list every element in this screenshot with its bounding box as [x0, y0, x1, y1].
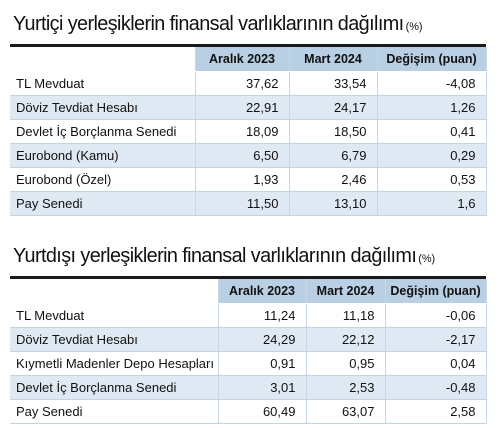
table-row: Devlet İç Borçlanma Senedi 18,09 18,50 0…: [10, 119, 487, 144]
section-title-unit: (%): [405, 21, 423, 33]
cell-value: -0,06: [385, 303, 487, 328]
table-row: TL Mevduat 11,24 11,18 -0,06: [10, 303, 487, 328]
cell-value: 18,09: [195, 119, 290, 144]
row-label: Eurobond (Özel): [10, 167, 196, 192]
cell-value: 63,07: [306, 399, 386, 424]
row-label: Devlet İç Borçlanma Senedi: [10, 119, 196, 144]
cell-value: 6,79: [289, 143, 378, 168]
header-cell: Mart 2024: [306, 279, 386, 304]
cell-value: -2,17: [385, 327, 487, 352]
cell-value: 1,93: [195, 167, 290, 192]
foreign-assets-section: Yurtdışı yerleşiklerin finansal varlıkla…: [10, 242, 487, 424]
header-cell: [10, 47, 196, 72]
row-label: TL Mevduat: [10, 71, 196, 96]
table-header-row: Aralık 2023 Mart 2024 Değişim (puan): [10, 47, 487, 72]
foreign-assets-table: Aralık 2023 Mart 2024 Değişim (puan) TL …: [10, 279, 487, 424]
cell-value: -0,48: [385, 375, 487, 400]
section-title: Yurtiçi yerleşiklerin finansal varlıklar…: [10, 10, 482, 38]
cell-value: 1,6: [377, 191, 487, 216]
cell-value: 13,10: [289, 191, 378, 216]
section-title-text: Yurtiçi yerleşiklerin finansal varlıklar…: [12, 13, 404, 35]
row-label: Pay Senedi: [10, 191, 196, 216]
cell-value: 0,53: [377, 167, 487, 192]
cell-value: 33,54: [289, 71, 378, 96]
cell-value: 24,29: [218, 327, 307, 352]
cell-value: 2,46: [289, 167, 378, 192]
cell-value: 0,04: [385, 351, 487, 376]
row-label: Döviz Tevdiat Hesabı: [10, 95, 196, 120]
cell-value: 2,58: [385, 399, 487, 424]
cell-value: 11,50: [195, 191, 290, 216]
table-row: Kıymetli Madenler Depo Hesapları 0,91 0,…: [10, 351, 487, 376]
row-label: Kıymetli Madenler Depo Hesapları: [10, 351, 219, 376]
cell-value: 2,53: [306, 375, 386, 400]
row-label: Eurobond (Kamu): [10, 143, 196, 168]
row-label: Pay Senedi: [10, 399, 219, 424]
row-label: Döviz Tevdiat Hesabı: [10, 327, 219, 352]
table-row: Döviz Tevdiat Hesabı 24,29 22,12 -2,17: [10, 327, 487, 352]
section-title-unit: (%): [418, 253, 436, 265]
cell-value: 11,18: [306, 303, 386, 328]
header-cell: [10, 279, 219, 304]
cell-value: 1,26: [377, 95, 487, 120]
section-title-text: Yurtdışı yerleşiklerin finansal varlıkla…: [12, 245, 417, 267]
table-row: Pay Senedi 60,49 63,07 2,58: [10, 399, 487, 424]
cell-value: 24,17: [289, 95, 378, 120]
domestic-assets-section: Yurtiçi yerleşiklerin finansal varlıklar…: [10, 10, 487, 216]
cell-value: 6,50: [195, 143, 290, 168]
cell-value: 60,49: [218, 399, 307, 424]
header-cell: Değişim (puan): [377, 47, 487, 72]
row-label: Devlet İç Borçlanma Senedi: [10, 375, 219, 400]
title-rule: [10, 44, 486, 47]
header-cell: Aralık 2023: [218, 279, 307, 304]
table-row: Pay Senedi 11,50 13,10 1,6: [10, 191, 487, 216]
cell-value: 0,91: [218, 351, 307, 376]
table-row: Döviz Tevdiat Hesabı 22,91 24,17 1,26: [10, 95, 487, 120]
header-cell: Değişim (puan): [385, 279, 487, 304]
domestic-assets-table: Aralık 2023 Mart 2024 Değişim (puan) TL …: [10, 47, 487, 216]
cell-value: 22,91: [195, 95, 290, 120]
table-row: Eurobond (Kamu) 6,50 6,79 0,29: [10, 143, 487, 168]
header-cell: Mart 2024: [289, 47, 378, 72]
table-row: Eurobond (Özel) 1,93 2,46 0,53: [10, 167, 487, 192]
cell-value: 3,01: [218, 375, 307, 400]
cell-value: 37,62: [195, 71, 290, 96]
header-cell: Aralık 2023: [195, 47, 290, 72]
cell-value: 18,50: [289, 119, 378, 144]
table-row: Devlet İç Borçlanma Senedi 3,01 2,53 -0,…: [10, 375, 487, 400]
section-title: Yurtdışı yerleşiklerin finansal varlıkla…: [10, 242, 482, 270]
row-label: TL Mevduat: [10, 303, 219, 328]
cell-value: 11,24: [218, 303, 307, 328]
cell-value: 22,12: [306, 327, 386, 352]
title-rule: [10, 276, 486, 279]
cell-value: 0,95: [306, 351, 386, 376]
table-row: TL Mevduat 37,62 33,54 -4,08: [10, 71, 487, 96]
cell-value: 0,29: [377, 143, 487, 168]
cell-value: -4,08: [377, 71, 487, 96]
cell-value: 0,41: [377, 119, 487, 144]
table-header-row: Aralık 2023 Mart 2024 Değişim (puan): [10, 279, 487, 304]
